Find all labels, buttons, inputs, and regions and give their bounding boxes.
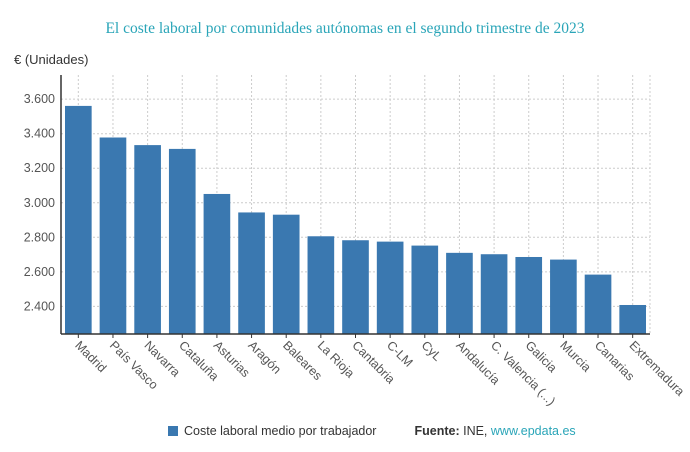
source-text: INE, [463, 424, 488, 438]
bar [272, 214, 300, 334]
source-link[interactable]: www.epdata.es [490, 424, 576, 438]
bar [307, 236, 335, 334]
bar [203, 193, 231, 334]
y-tick-label: 3.600 [24, 92, 55, 106]
y-tick-label: 2.400 [24, 299, 55, 313]
legend-swatch [168, 426, 178, 436]
bar [376, 241, 404, 334]
source-label: Fuente: [414, 424, 460, 438]
x-tick-label: C-LM [384, 338, 416, 370]
y-axis-label: € (Unidades) [14, 52, 89, 67]
y-tick-label: 3.200 [24, 161, 55, 175]
bar [134, 145, 161, 334]
y-tick-label: 3.400 [24, 127, 55, 141]
bar [446, 252, 473, 334]
bar [550, 259, 577, 334]
chart-title: El coste laboral por comunidades autónom… [105, 20, 585, 37]
y-tick-label: 2.600 [24, 265, 55, 279]
bar [342, 240, 369, 334]
bar [65, 105, 92, 334]
x-tick-label: Madrid [72, 338, 109, 375]
bar [238, 212, 265, 334]
bar [480, 254, 508, 334]
bar [515, 256, 543, 334]
y-tick-label: 3.000 [24, 196, 55, 210]
bar [411, 245, 439, 334]
bar [584, 274, 612, 334]
legend: Coste laboral medio por trabajador Fuent… [168, 424, 576, 438]
legend-label: Coste laboral medio por trabajador [184, 424, 377, 438]
x-tick-label: CyL [419, 338, 445, 364]
bar [619, 304, 646, 334]
x-tick-label: Extremadura [627, 338, 688, 399]
x-tick-label: Murcia [557, 338, 593, 374]
source: Fuente: INE, www.epdata.es [414, 424, 575, 438]
y-tick-label: 2.800 [24, 230, 55, 244]
bar [168, 148, 196, 334]
bar [99, 137, 127, 334]
